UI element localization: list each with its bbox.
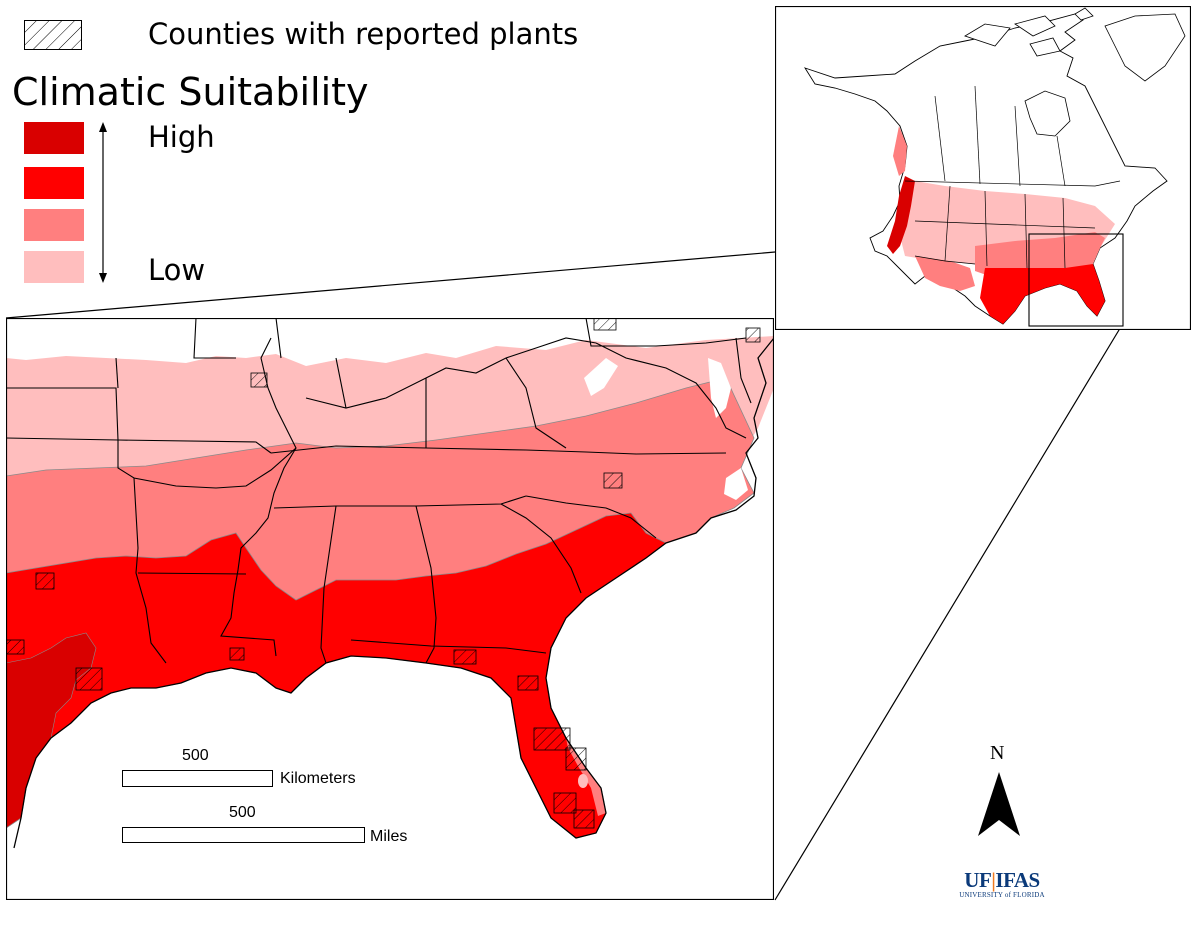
unsuitable-north [6, 318, 774, 366]
legend-swatch-medium-high [24, 167, 84, 199]
north-america-inset-map [775, 6, 1191, 330]
inset-boundaries [904, 85, 1121, 269]
coastline [13, 337, 774, 849]
us-west-coast-zone-2 [893, 126, 907, 176]
lake-chesapeake [708, 358, 731, 418]
inset-extent-box [1028, 233, 1124, 327]
county-marker [75, 667, 103, 691]
scale-bar-km [122, 770, 273, 787]
county-marker [250, 372, 268, 388]
county-marker [453, 649, 477, 665]
scale-km-unit: Kilometers [280, 770, 356, 787]
county-marker [573, 809, 595, 829]
county-marker [517, 675, 539, 691]
county-marker [6, 639, 25, 655]
hatch-legend-label: Counties with reported plants [148, 17, 579, 51]
county-marker [229, 647, 245, 661]
scale-mi-value: 500 [229, 804, 256, 821]
scale-bar-miles [122, 827, 365, 843]
legend-swatch-medium-low [24, 209, 84, 241]
county-marker [553, 792, 577, 814]
legend-high-label: High [148, 120, 215, 154]
legend-low-label: Low [148, 253, 206, 287]
us-west-coast-zone [887, 176, 915, 254]
pamlico-sound [724, 468, 748, 500]
unsuitable-appalachian [584, 358, 618, 396]
greenland [1104, 13, 1186, 82]
southeast-us-map [6, 318, 774, 900]
legend-title: Climatic Suitability [12, 70, 369, 114]
us-medium-high-zone [980, 264, 1105, 324]
hudson-bay [1024, 90, 1071, 137]
legend-swatch-low [24, 251, 84, 283]
us-southwest-zone [915, 256, 975, 291]
county-marker [565, 747, 587, 771]
county-marker [745, 327, 761, 343]
hatch-swatch [24, 20, 82, 50]
uf-ifas-logo: UF|IFAS UNIVERSITY of FLORIDA [952, 869, 1052, 899]
double-arrow-icon [99, 122, 107, 283]
north-label: N [990, 742, 1005, 764]
north-arrow-icon [978, 772, 1020, 836]
county-marker [35, 572, 55, 590]
legend-swatch-high [24, 122, 84, 154]
scale-mi-unit: Miles [370, 828, 408, 845]
reported-county-markers [6, 318, 761, 829]
lake-okeechobee [578, 774, 588, 788]
scale-km-value: 500 [182, 747, 209, 764]
arctic-islands [964, 7, 1094, 57]
county-marker [533, 727, 571, 751]
us-medium-low-zone [975, 232, 1105, 278]
logo-uf: UF [964, 868, 992, 892]
logo-subtitle: UNIVERSITY of FLORIDA [959, 891, 1045, 899]
state-boundaries [6, 318, 752, 664]
county-marker [593, 318, 617, 331]
county-marker [603, 472, 623, 489]
logo-ifas: IFAS [995, 868, 1040, 892]
